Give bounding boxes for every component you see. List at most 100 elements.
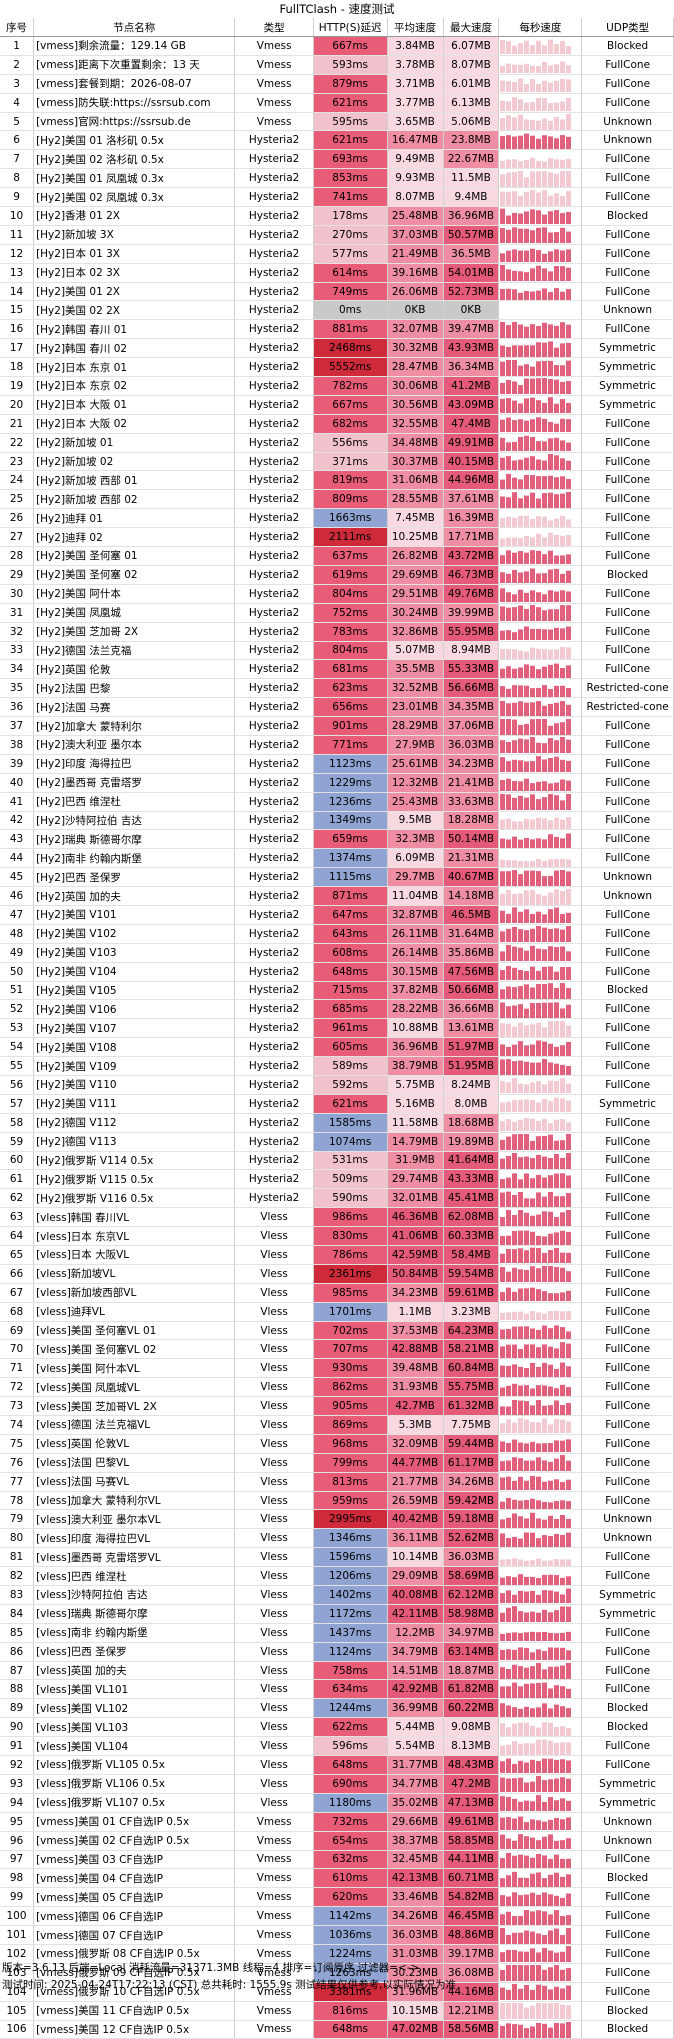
- speed-bar: [548, 929, 554, 943]
- speed-bar: [530, 1612, 536, 1623]
- speed-bar: [518, 437, 524, 452]
- table-row: 60 [Hy2]俄罗斯 V114 0.5x Hysteria2 531ms 31.9MB…: [0, 1151, 674, 1171]
- speed-bar: [524, 1632, 530, 1642]
- speed-bar: [554, 102, 560, 112]
- table-row: 54 [Hy2]美国 V108 Hysteria2 605ms 36.96MB 51.97…: [0, 1037, 674, 1058]
- speed-bar: [524, 861, 530, 867]
- speed-bar: [512, 1457, 518, 1472]
- speed-bar: [560, 1725, 566, 1736]
- speed-bar: [536, 743, 542, 754]
- speed-bar: [506, 288, 512, 300]
- per-second-speed-cell: [498, 1812, 583, 1832]
- node-type: Hysteria2: [234, 999, 314, 1020]
- speed-bar: [518, 1385, 524, 1396]
- speed-bar: [512, 1513, 518, 1528]
- node-type: Hysteria2: [234, 433, 314, 453]
- udp-type-cell: Blocked: [581, 36, 674, 56]
- row-index: 38: [0, 735, 35, 755]
- speed-bar: [506, 442, 512, 452]
- speed-bar: [524, 1742, 530, 1755]
- latency-cell: 3381ms: [313, 1982, 388, 2002]
- max-speed-cell: 63.14MB: [443, 1642, 500, 1662]
- table-row: 71 [vless]美国 阿什本VL Vless 930ms 39.48MB 60.84M…: [0, 1358, 674, 1379]
- table-row: 75 [vless]英国 伦敦VL Vless 968ms 32.09MB 59.44MB…: [0, 1434, 674, 1454]
- max-speed-cell: 3.23MB: [443, 1302, 500, 1322]
- node-name: [Hy2]加拿大 蒙特利尔: [33, 716, 236, 736]
- speed-bar: [518, 1854, 524, 1868]
- table-row: 26 [Hy2]迪拜 01 Hysteria2 1663ms 7.45MB 16.39MB…: [0, 508, 674, 529]
- node-name: [vless]俄罗斯 VL105 0.5x: [33, 1755, 236, 1775]
- avg-speed-cell: 46.36MB: [387, 1207, 444, 1228]
- per-second-speed-cell: [498, 1302, 583, 1322]
- speed-bar: [524, 363, 530, 376]
- speed-bar: [518, 1191, 524, 1207]
- udp-type-cell: Unknown: [581, 112, 674, 132]
- speed-bar: [536, 718, 542, 735]
- speed-bar: [548, 983, 554, 999]
- max-speed-cell: 58.4MB: [443, 1245, 500, 1265]
- speed-bar: [530, 870, 536, 886]
- row-index: 93: [0, 1774, 35, 1794]
- table-row: 85 [vless]南非 约翰内斯堡 Vless 1437ms 12.2MB 34.97M…: [0, 1623, 674, 1643]
- speed-bar: [548, 251, 554, 263]
- speed-bar: [536, 1312, 542, 1321]
- speed-bar: [542, 610, 548, 622]
- speed-bar: [512, 227, 518, 244]
- speed-bar: [536, 515, 542, 527]
- speed-bar: [518, 1951, 524, 1963]
- latency-cell: 619ms: [313, 565, 388, 585]
- speed-bar: [518, 551, 524, 565]
- speed-bar: [542, 1210, 548, 1226]
- header-max-speed: 最大速度: [443, 18, 500, 37]
- node-type: Hysteria2: [234, 1132, 314, 1152]
- speed-bar: [518, 1084, 524, 1094]
- speed-bar: [524, 1592, 530, 1604]
- node-name: [vless]美国 阿什本VL: [33, 1358, 236, 1379]
- latency-cell: 1206ms: [313, 1566, 388, 1587]
- speed-bar: [542, 476, 548, 489]
- per-second-speed-cell: [498, 2020, 583, 2039]
- speed-bar: [542, 1948, 548, 1963]
- table-row: 47 [Hy2]美国 V101 Hysteria2 647ms 32.87MB 46.5M…: [0, 905, 674, 925]
- speed-bar: [530, 1708, 536, 1717]
- speed-bar: [506, 1058, 512, 1075]
- speed-bar: [506, 1778, 512, 1793]
- table-row: 64 [vless]日本 东京VL Vless 830ms 41.06MB 60.33MB…: [0, 1226, 674, 1246]
- speed-bar: [548, 1874, 554, 1887]
- speed-bar: [554, 782, 560, 792]
- speed-bar: [560, 800, 566, 811]
- row-index: 25: [0, 489, 35, 510]
- speed-bar: [536, 1384, 542, 1396]
- avg-speed-cell: 34.26MB: [387, 1906, 444, 1927]
- node-name: [vless]巴西 维涅杜: [33, 1566, 236, 1587]
- per-second-speed-graph: [500, 1058, 572, 1075]
- speed-bar: [554, 685, 560, 697]
- speed-bar: [512, 420, 518, 433]
- node-type: Hysteria2: [234, 603, 314, 623]
- speed-bar: [524, 1173, 530, 1188]
- node-type: Hysteria2: [234, 867, 314, 888]
- table-row: 14 [Hy2]美国 01 2X Hysteria2 749ms 26.06MB 52.7…: [0, 282, 674, 302]
- latency-cell: 270ms: [313, 225, 388, 245]
- per-second-speed-cell: [498, 1906, 583, 1927]
- max-speed-cell: 49.61MB: [443, 1812, 500, 1832]
- per-second-speed-graph: [499, 302, 573, 319]
- per-second-speed-cell: [498, 1642, 583, 1662]
- per-second-speed-cell: [498, 1698, 583, 1719]
- node-type: Vmess: [234, 112, 314, 132]
- speed-bar: [512, 1871, 518, 1887]
- latency-cell: 853ms: [313, 168, 388, 189]
- speed-bar: [560, 440, 566, 452]
- speed-bar: [530, 366, 536, 376]
- speed-bar: [566, 1575, 572, 1585]
- speed-bar: [524, 723, 530, 735]
- speed-bar: [548, 397, 554, 414]
- latency-cell: 879ms: [313, 74, 388, 94]
- latency-cell: 961ms: [313, 1018, 388, 1039]
- speed-bar: [548, 1002, 554, 1018]
- speed-bar: [518, 1119, 524, 1132]
- avg-speed-cell: 31.77MB: [387, 1755, 444, 1775]
- max-speed-cell: 39.47MB: [443, 319, 500, 340]
- per-second-speed-graph: [500, 1002, 572, 1018]
- table-row: 24 [Hy2]新加坡 西部 01 Hysteria2 819ms 31.06MB 44.…: [0, 470, 674, 491]
